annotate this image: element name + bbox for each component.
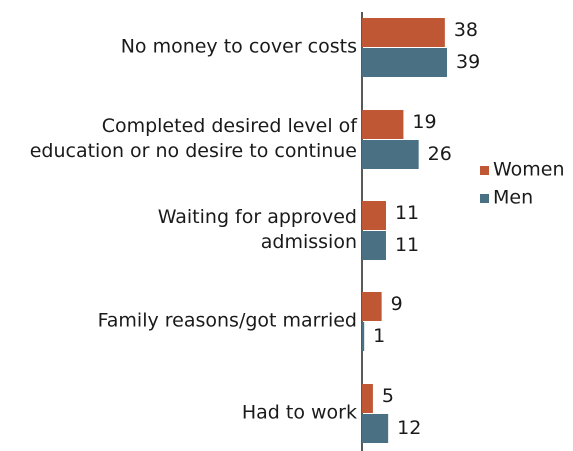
legend-swatch [480,166,489,175]
bar [362,110,404,139]
category-label: Completed desired level of [102,115,359,137]
bar [362,384,373,413]
legend-swatch [480,194,489,203]
category-label: No money to cover costs [121,36,357,58]
category-label: admission [261,231,357,253]
value-label: 12 [397,417,421,439]
legend-label: Men [493,187,533,209]
bar [362,201,386,230]
value-label: 1 [373,325,385,347]
bar [362,292,382,321]
bar [362,48,448,77]
category-label: Had to work [242,402,357,424]
bar [362,322,365,351]
value-label: 11 [395,202,419,224]
value-label: 9 [391,293,403,315]
category-label: Family reasons/got married [98,310,357,332]
bar [362,231,386,260]
category-label: education or no desire to continue [30,140,357,162]
value-label: 39 [456,51,480,73]
legend-label: Women [493,159,565,181]
bar [362,18,445,47]
bar [362,414,389,443]
value-label: 19 [412,111,436,133]
value-label: 38 [454,19,478,41]
bar [362,140,419,169]
value-label: 5 [382,385,394,407]
value-label: 26 [428,143,452,165]
value-label: 11 [395,234,419,256]
category-label: Waiting for approved [158,206,357,228]
